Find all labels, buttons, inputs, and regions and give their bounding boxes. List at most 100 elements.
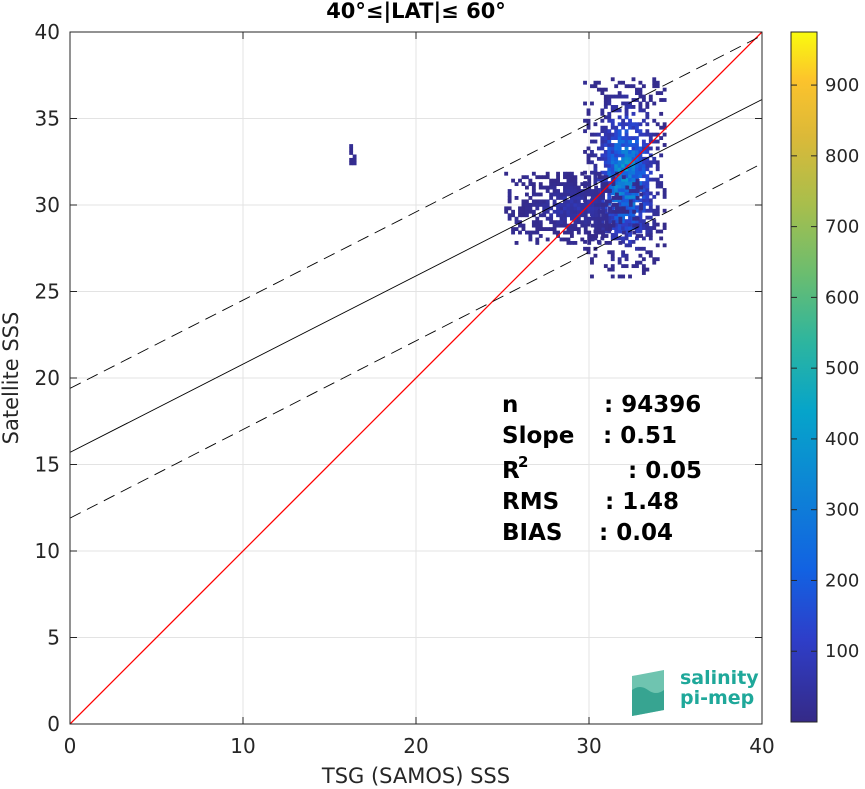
density-cell	[531, 202, 536, 207]
density-cell	[593, 153, 598, 158]
density-cell	[628, 139, 632, 144]
density-cell	[638, 108, 643, 113]
density-cell	[593, 236, 598, 241]
density-cell	[576, 230, 581, 235]
density-cell	[607, 146, 612, 151]
density-cell	[535, 230, 540, 235]
density-cell	[652, 260, 657, 265]
y-tick-label: 5	[47, 626, 60, 650]
density-cell	[594, 227, 599, 232]
density-cell	[638, 122, 643, 127]
density-cell	[659, 181, 664, 185]
density-cell	[587, 178, 592, 183]
density-cell	[604, 234, 609, 238]
density-cell	[628, 239, 632, 244]
density-cell	[518, 220, 522, 225]
density-cell	[569, 234, 574, 238]
density-cell	[594, 202, 599, 207]
density-cell	[639, 234, 644, 238]
density-cell	[614, 160, 619, 165]
density-cell	[652, 177, 657, 182]
density-cell	[590, 153, 594, 158]
density-cell	[607, 184, 612, 189]
density-cell	[614, 149, 619, 154]
density-cell	[610, 264, 615, 269]
density-cell	[621, 226, 626, 230]
density-cell	[617, 188, 622, 192]
density-cell	[624, 222, 629, 227]
density-cell	[645, 177, 650, 182]
density-cell	[641, 146, 646, 151]
density-cell	[659, 136, 664, 141]
density-cell	[563, 189, 567, 193]
density-cell	[507, 192, 512, 197]
stat-label: R	[502, 458, 520, 484]
density-cell	[617, 198, 622, 203]
density-cell	[628, 226, 632, 230]
density-cell	[617, 191, 622, 196]
density-cell	[641, 143, 646, 147]
density-cell	[511, 209, 516, 214]
density-cell	[641, 156, 646, 161]
density-cell	[583, 216, 588, 221]
density-cell	[625, 209, 630, 214]
density-cell	[573, 175, 578, 180]
density-cell	[617, 236, 622, 241]
x-tick-label: 10	[230, 734, 255, 758]
density-cell	[559, 202, 564, 207]
density-cell	[607, 129, 612, 134]
density-cell	[566, 206, 571, 211]
density-cell	[607, 115, 612, 120]
density-cell	[538, 220, 543, 225]
density-cell	[608, 189, 612, 193]
density-cell	[580, 213, 585, 218]
density-cell	[610, 163, 615, 168]
density-cell	[594, 192, 599, 197]
density-cell	[614, 229, 619, 234]
density-cell	[621, 250, 626, 255]
density-cell	[624, 122, 629, 127]
density-cell	[590, 274, 594, 279]
density-cell	[610, 184, 615, 189]
density-cell	[621, 80, 626, 85]
density-cell	[604, 213, 609, 218]
density-cell	[641, 118, 646, 123]
density-cell	[655, 139, 660, 144]
density-cell	[638, 101, 643, 106]
density-cell	[552, 185, 557, 190]
density-cell	[586, 246, 591, 251]
density-cell	[583, 184, 587, 189]
density-cell	[566, 202, 571, 207]
density-cell	[569, 192, 574, 197]
density-cell	[601, 206, 605, 211]
density-cell	[576, 202, 581, 207]
density-cell	[652, 194, 657, 199]
density-cell	[641, 184, 646, 189]
density-cell	[566, 213, 571, 218]
density-cell	[635, 156, 639, 161]
density-cell	[628, 84, 632, 89]
density-cell	[552, 230, 557, 235]
density-cell	[596, 188, 601, 192]
density-cell	[628, 222, 632, 227]
x-tick-label: 0	[64, 734, 77, 758]
density-cell	[624, 243, 629, 248]
logo-text-pi-mep: pi-mep	[680, 687, 754, 709]
density-cell	[641, 188, 646, 192]
density-cell	[593, 174, 598, 179]
density-cell	[631, 226, 636, 230]
density-cell	[645, 229, 650, 234]
density-cell	[586, 111, 591, 116]
density-cell	[563, 237, 567, 242]
density-cell	[624, 236, 629, 241]
density-cell	[631, 84, 636, 89]
density-cell	[624, 94, 629, 99]
density-cell	[603, 94, 608, 99]
density-cell	[556, 192, 560, 197]
density-cell	[594, 223, 599, 228]
density-cell	[552, 220, 557, 225]
density-cell	[645, 233, 650, 237]
density-cell	[641, 84, 646, 89]
density-cell	[563, 216, 567, 221]
colorbar-tick-label: 900	[825, 75, 859, 96]
